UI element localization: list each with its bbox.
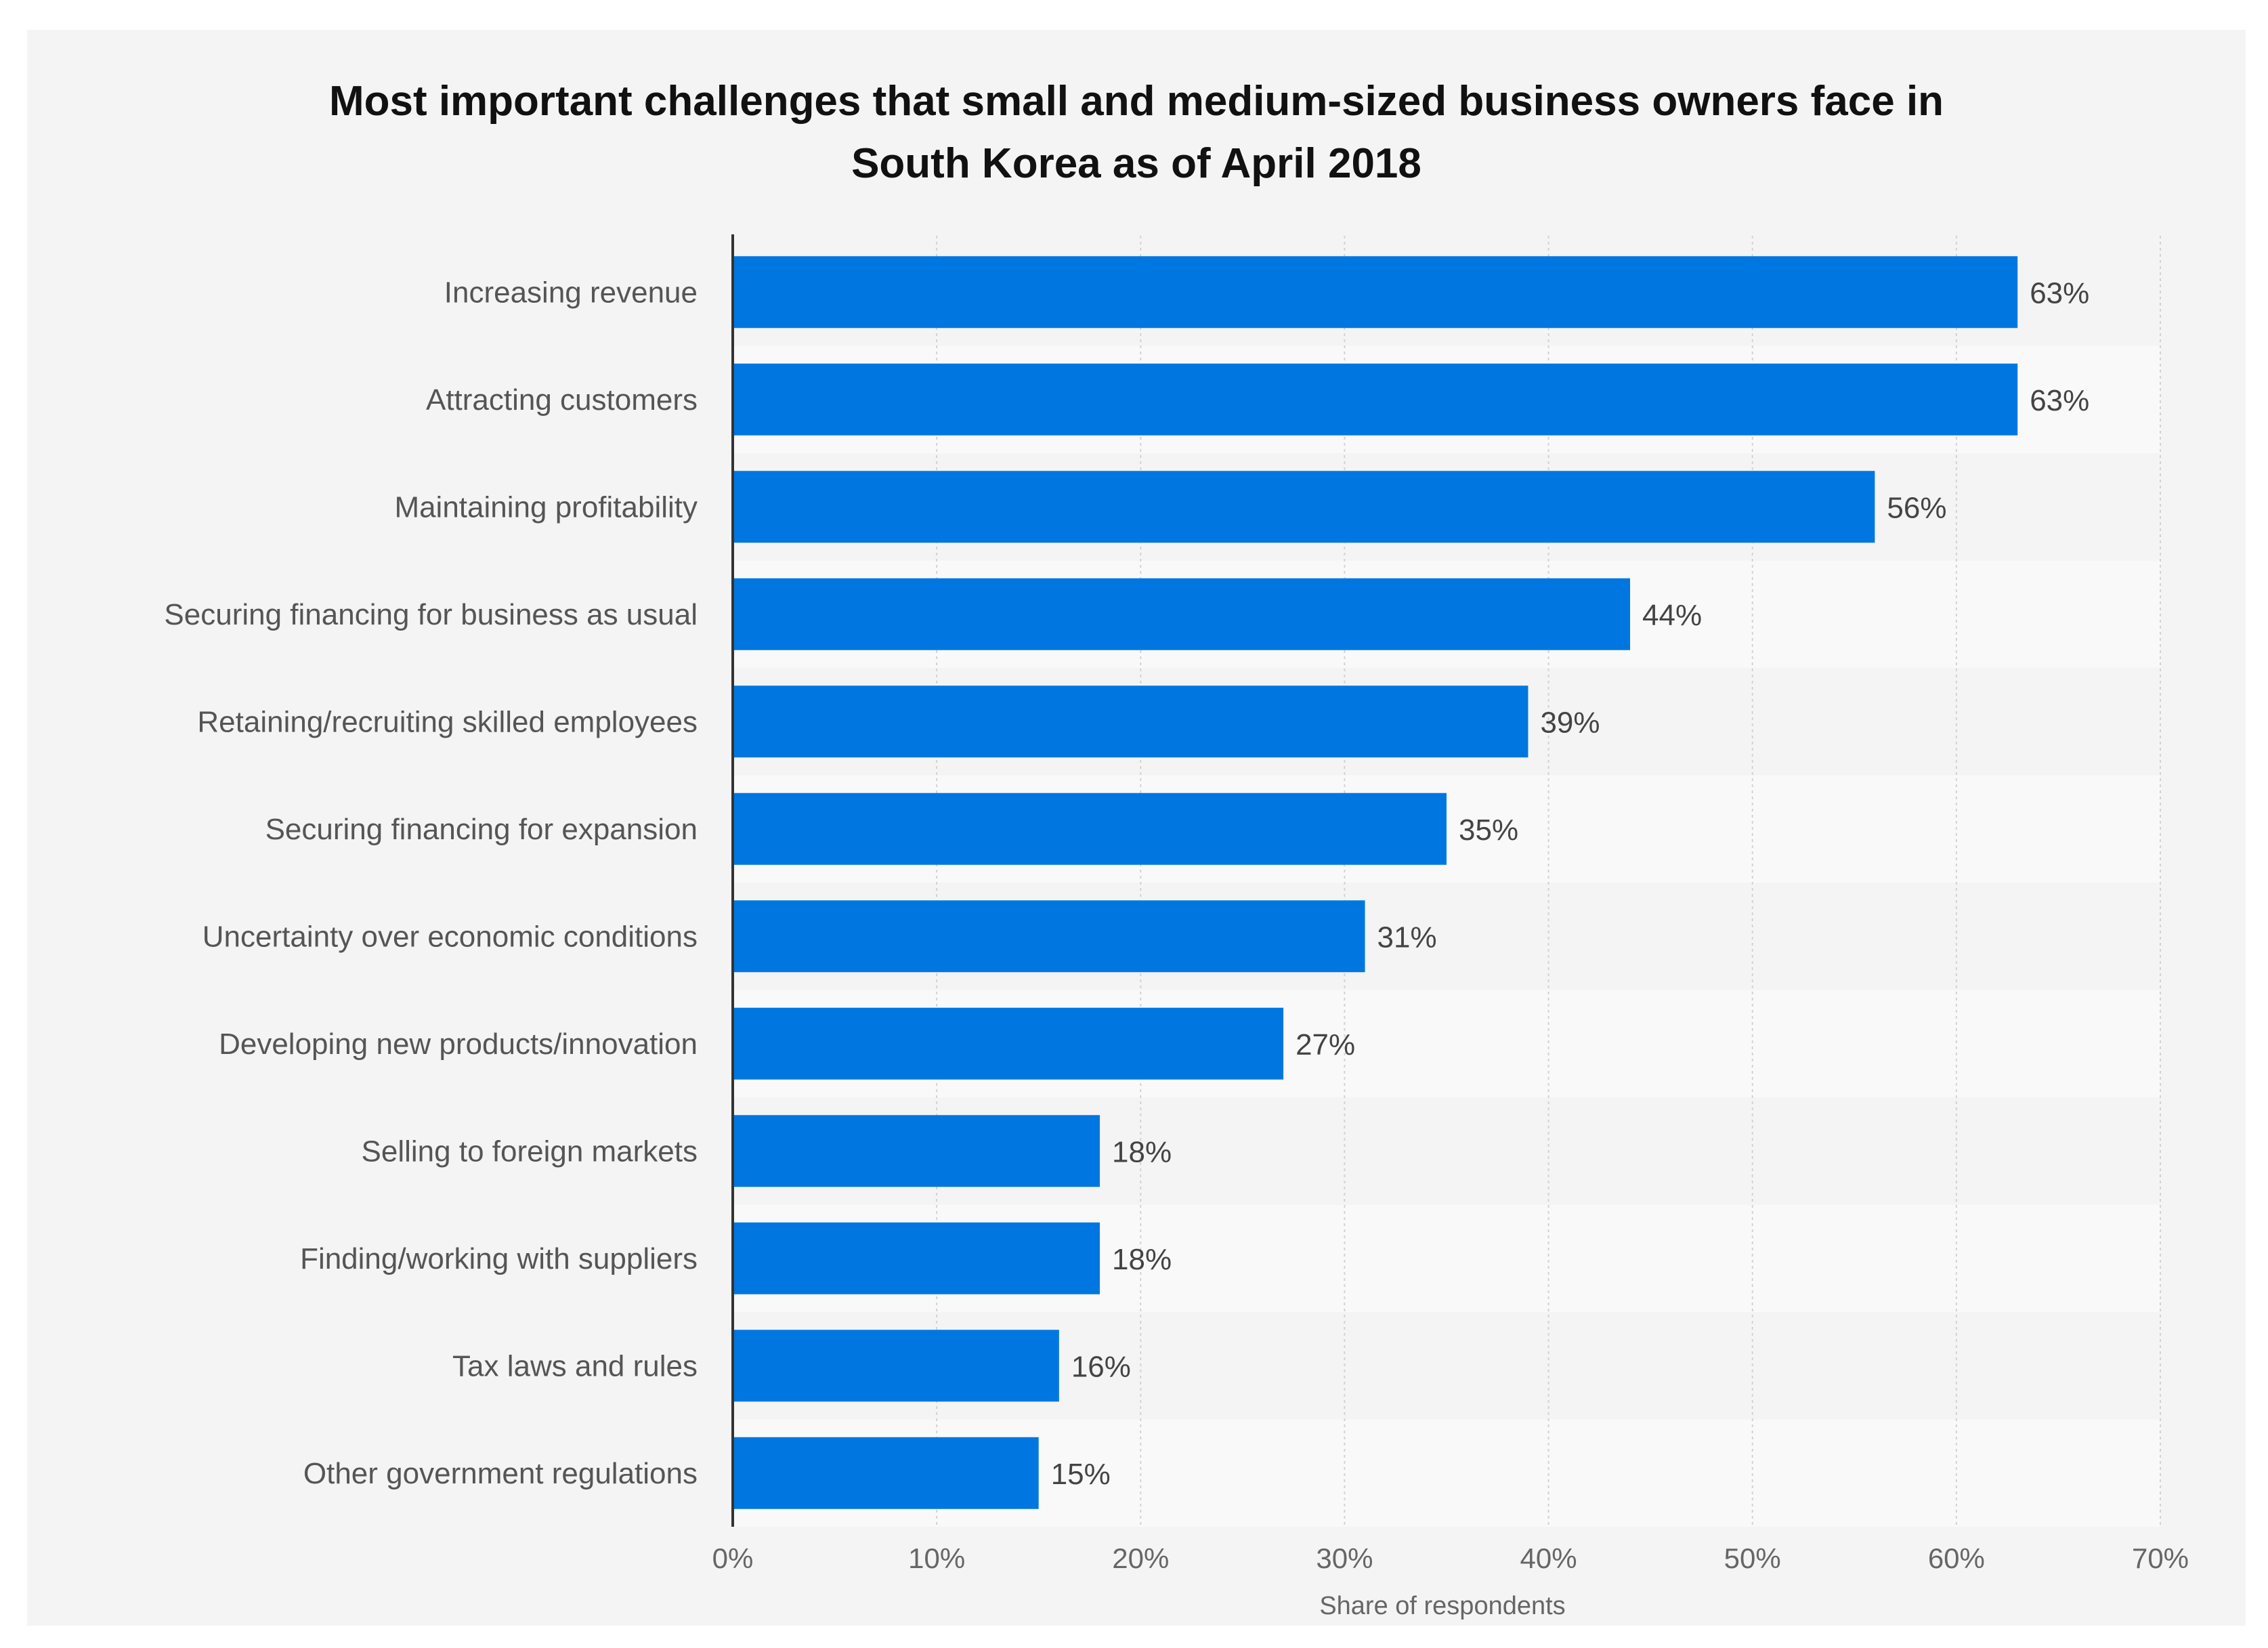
value-label: 39% xyxy=(1540,706,1600,739)
category-label: Securing financing for business as usual xyxy=(164,598,698,631)
category-label: Attracting customers xyxy=(426,383,698,417)
value-label: 63% xyxy=(2030,276,2089,310)
value-label: 27% xyxy=(1296,1028,1355,1061)
category-label: Developing new products/innovation xyxy=(219,1028,698,1061)
bar xyxy=(733,793,1447,865)
bar xyxy=(733,1222,1100,1294)
category-label: Retaining/recruiting skilled employees xyxy=(197,705,698,738)
value-label: 56% xyxy=(1887,491,1946,524)
x-tick-label: 70% xyxy=(2132,1542,2189,1574)
chart-title: Most important challenges that small and… xyxy=(27,70,2246,195)
bar xyxy=(733,1330,1059,1402)
value-label: 63% xyxy=(2030,384,2089,417)
x-tick-label: 20% xyxy=(1112,1542,1169,1574)
bar xyxy=(733,1437,1039,1509)
x-tick-label: 10% xyxy=(908,1542,965,1574)
bar xyxy=(733,1007,1284,1080)
category-label: Other government regulations xyxy=(303,1457,698,1490)
chart-title-line-2: South Korea as of April 2018 xyxy=(851,140,1421,187)
bar xyxy=(733,363,2018,436)
value-label: 31% xyxy=(1377,921,1437,954)
value-label: 16% xyxy=(1071,1350,1131,1383)
x-tick-label: 40% xyxy=(1520,1542,1577,1574)
x-tick-label: 30% xyxy=(1316,1542,1373,1574)
x-tick-label: 50% xyxy=(1724,1542,1781,1574)
x-axis-title: Share of respondents xyxy=(1319,1592,1565,1620)
bar xyxy=(733,471,1875,543)
value-label: 15% xyxy=(1051,1458,1111,1491)
bar xyxy=(733,685,1528,758)
value-label: 18% xyxy=(1112,1243,1172,1276)
category-label: Tax laws and rules xyxy=(452,1349,698,1382)
value-label: 18% xyxy=(1112,1135,1172,1168)
category-label: Securing financing for expansion xyxy=(265,813,698,846)
bar xyxy=(733,256,2018,329)
value-label: 44% xyxy=(1642,599,1702,632)
category-label: Increasing revenue xyxy=(444,276,698,309)
bar xyxy=(733,1115,1100,1187)
x-tick-label: 0% xyxy=(712,1542,754,1574)
value-label: 35% xyxy=(1459,814,1518,847)
category-label: Finding/working with suppliers xyxy=(300,1242,698,1275)
category-label: Selling to foreign markets xyxy=(362,1135,698,1168)
x-tick-label: 60% xyxy=(1928,1542,1985,1574)
category-label: Maintaining profitability xyxy=(394,490,698,524)
bar xyxy=(733,900,1365,973)
chart-title-line-1: Most important challenges that small and… xyxy=(328,78,1944,125)
category-label: Uncertainty over economic conditions xyxy=(202,920,698,953)
bar xyxy=(733,578,1631,650)
